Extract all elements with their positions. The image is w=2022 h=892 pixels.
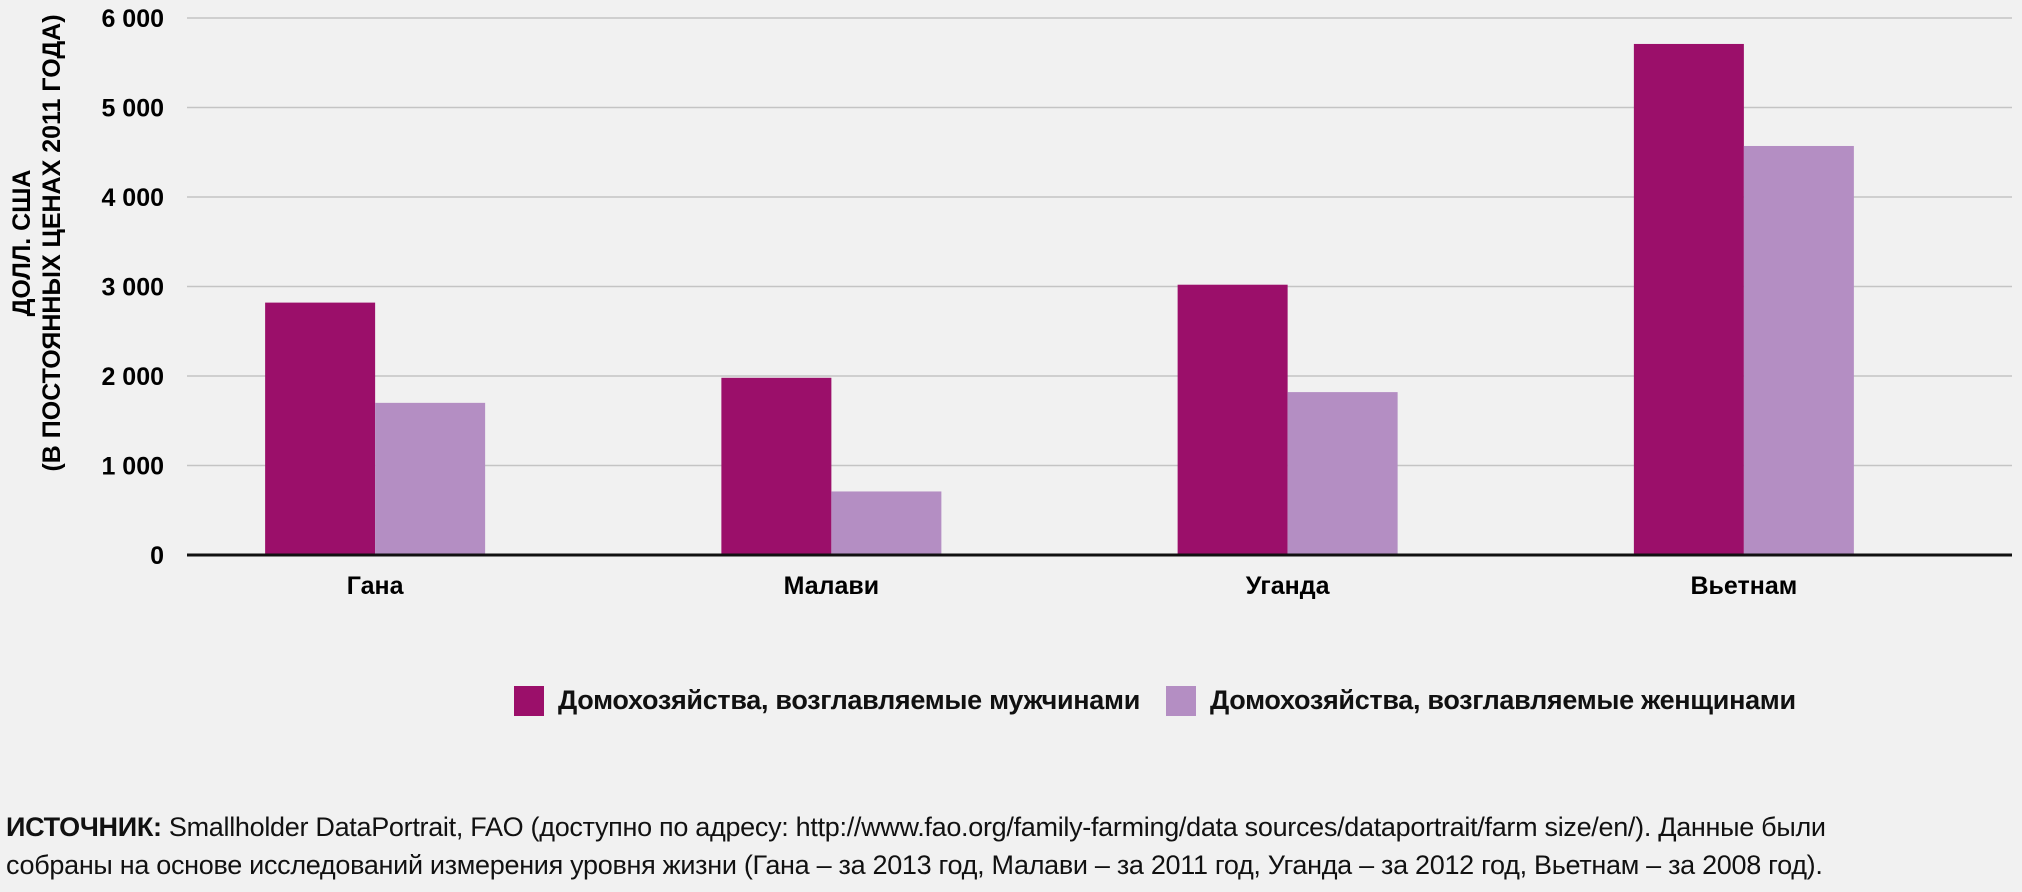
- bars: [265, 43, 1854, 556]
- y-tick-label: 2 000: [101, 363, 164, 391]
- source-line-2: собраны на основе исследований измерения…: [6, 850, 1823, 880]
- source-lead: ИСТОЧНИК:: [6, 812, 162, 842]
- y-axis-title-line2: (В ПОСТОЯННЫХ ЦЕНАХ 2011 ГОДА): [38, 14, 66, 471]
- y-tick-label: 4 000: [101, 184, 164, 212]
- bar-female-2: [1287, 392, 1398, 555]
- bar-male-2: [1177, 284, 1288, 555]
- legend-swatch-male: [514, 685, 544, 716]
- legend-label-male: Домохозяйства, возглавляемые мужчинами: [558, 685, 1140, 715]
- source-text-1: Smallholder DataPortrait, FAO (доступно …: [168, 812, 1826, 842]
- bar-male-1: [721, 377, 832, 555]
- x-tick-label: Вьетнам: [1691, 572, 1798, 600]
- legend-label-female: Домохозяйства, возглавляемые женщинами: [1210, 685, 1796, 715]
- x-tick-labels: Гана Малави Уганда Вьетнам: [347, 572, 1798, 600]
- bar-female-1: [831, 491, 942, 555]
- y-tick-label: 0: [150, 542, 164, 570]
- bar-chart: 0 1 000 2 000 3 000 4 000 5 000 6 000 Гана Мала…: [8, 5, 2012, 600]
- bar-male-0: [265, 302, 376, 555]
- y-axis-title-line1: ДОЛЛ. США: [8, 170, 36, 317]
- x-tick-label: Гана: [347, 572, 405, 600]
- y-tick-label: 3 000: [101, 274, 164, 302]
- bar-female-3: [1743, 145, 1854, 556]
- source-note: ИСТОЧНИК: Smallholder DataPortrait, FAO …: [6, 808, 2006, 884]
- y-tick-label: 5 000: [101, 95, 164, 123]
- y-tick-label: 6 000: [101, 5, 164, 33]
- x-tick-label: Уганда: [1246, 572, 1331, 600]
- source-line-1: ИСТОЧНИК: Smallholder DataPortrait, FAO …: [6, 808, 2006, 846]
- x-tick-label: Малави: [784, 572, 880, 600]
- legend-item-male: Домохозяйства, возглавляемые мужчинами: [514, 685, 1140, 716]
- legend-swatch-female: [1166, 685, 1196, 716]
- legend: Домохозяйства, возглавляемые мужчинами Д…: [514, 685, 1796, 716]
- y-tick-label: 1 000: [101, 453, 164, 481]
- y-tick-labels: 0 1 000 2 000 3 000 4 000 5 000 6 000: [101, 5, 164, 570]
- legend-item-female: Домохозяйства, возглавляемые женщинами: [1166, 685, 1796, 716]
- bar-female-0: [375, 402, 486, 555]
- bar-male-3: [1633, 43, 1744, 556]
